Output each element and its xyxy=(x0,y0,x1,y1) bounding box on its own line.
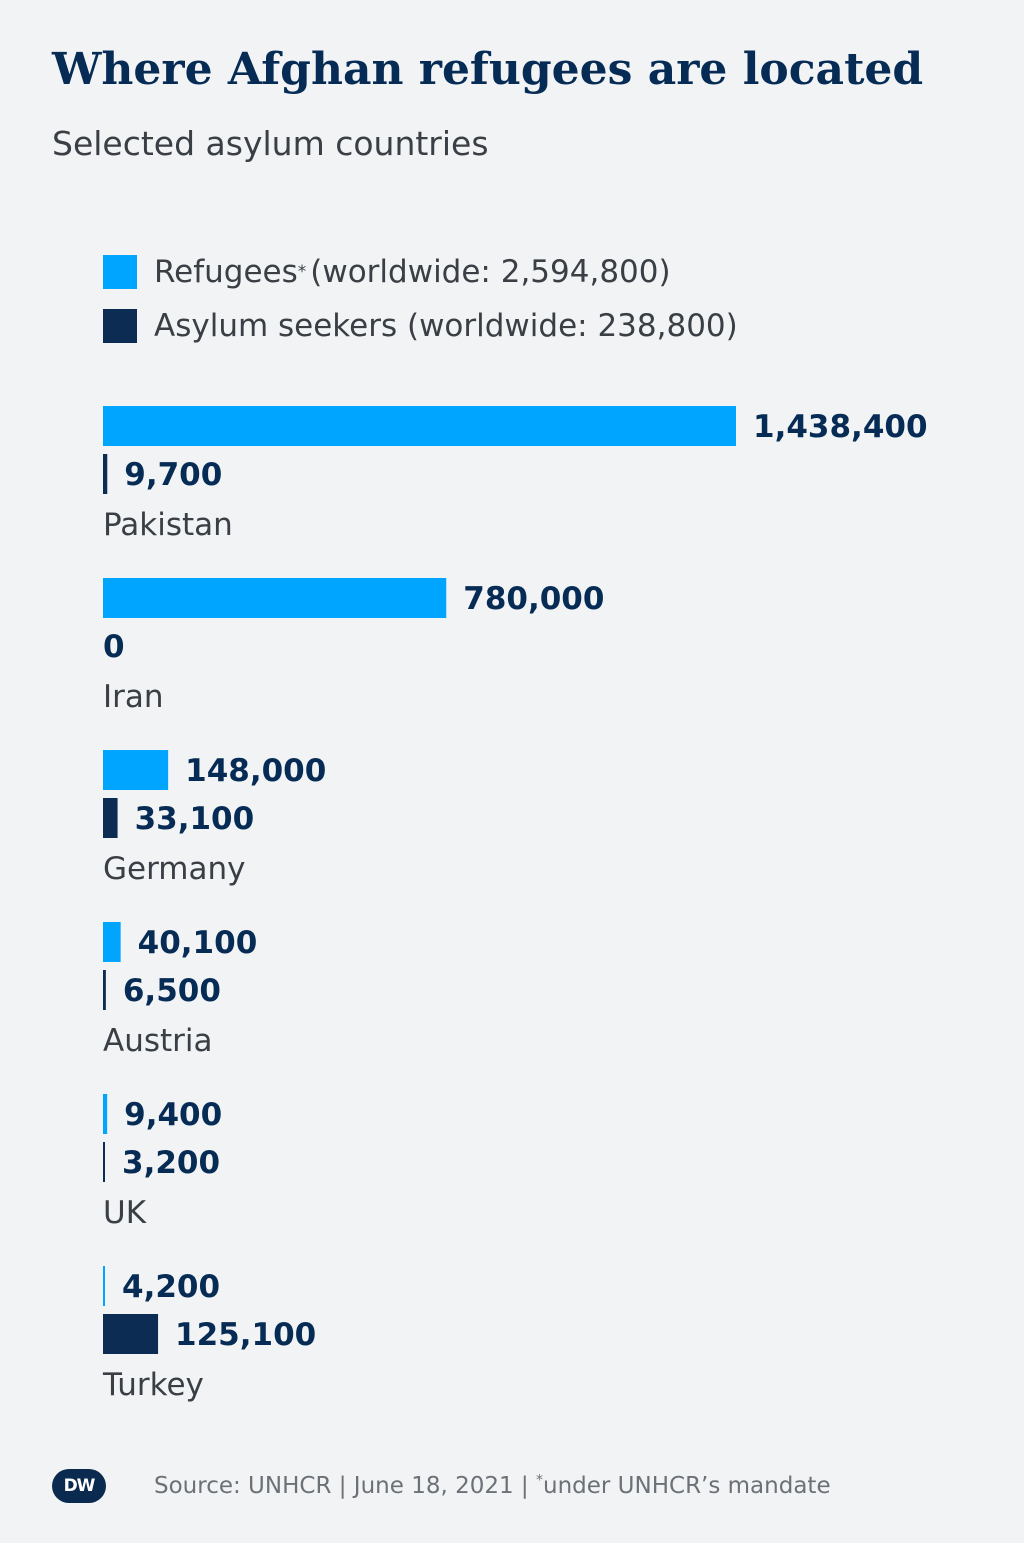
category-label-pakistan: Pakistan xyxy=(103,507,233,543)
source-footnote-text: under UNHCR’s mandate xyxy=(543,1473,831,1499)
legend-swatch-asylum-seekers xyxy=(103,309,137,343)
legend-swatch-refugees xyxy=(103,255,137,289)
bar-asylum-seekers-uk xyxy=(103,1142,105,1182)
value-label-asylum-seekers-pakistan: 9,700 xyxy=(124,457,222,493)
legend: Refugees * (worldwide: 2,594,800) Asylum s… xyxy=(103,252,738,360)
source-text: Source: UNHCR | June 18, 2021 | xyxy=(154,1473,536,1499)
category-label-iran: Iran xyxy=(103,679,164,715)
legend-label-refugees: Refugees xyxy=(154,254,298,290)
category-label-austria: Austria xyxy=(103,1023,213,1059)
legend-item-refugees: Refugees * (worldwide: 2,594,800) xyxy=(103,252,738,292)
value-label-asylum-seekers-iran: 0 xyxy=(103,629,125,665)
value-label-asylum-seekers-turkey: 125,100 xyxy=(175,1317,316,1353)
bar-refugees-iran xyxy=(103,578,447,618)
source-footnote-marker: * xyxy=(536,1472,543,1489)
value-label-asylum-seekers-austria: 6,500 xyxy=(123,973,221,1009)
value-label-refugees-pakistan: 1,438,400 xyxy=(753,409,928,445)
category-label-germany: Germany xyxy=(103,851,245,887)
bar-refugees-turkey xyxy=(103,1266,105,1306)
category-label-uk: UK xyxy=(103,1195,147,1231)
bar-refugees-germany xyxy=(103,750,169,790)
footer: DW Source: UNHCR | June 18, 2021 | *unde… xyxy=(52,1466,831,1506)
legend-suffix-refugees: (worldwide: 2,594,800) xyxy=(310,254,671,290)
source-note: Source: UNHCR | June 18, 2021 | *under U… xyxy=(154,1473,831,1499)
bar-chart: 1,438,400 9,700 Pakistan 780,000 0 Iran 148,00… xyxy=(102,406,928,1403)
value-label-asylum-seekers-uk: 3,200 xyxy=(122,1145,220,1181)
value-label-asylum-seekers-germany: 33,100 xyxy=(135,801,255,837)
value-label-refugees-turkey: 4,200 xyxy=(122,1269,220,1305)
dw-logo: DW xyxy=(52,1469,106,1503)
value-label-refugees-austria: 40,100 xyxy=(138,925,258,961)
category-label-turkey: Turkey xyxy=(102,1367,204,1403)
chart-title: Where Afghan refugees are located xyxy=(52,44,924,95)
value-label-refugees-uk: 9,400 xyxy=(124,1097,222,1133)
bar-refugees-austria xyxy=(103,922,121,962)
bar-asylum-seekers-germany xyxy=(103,798,118,838)
bar-refugees-pakistan xyxy=(103,406,736,446)
legend-item-asylum-seekers: Asylum seekers (worldwide: 238,800) xyxy=(103,306,738,346)
chart-subtitle: Selected asylum countries xyxy=(52,124,489,163)
value-label-refugees-iran: 780,000 xyxy=(463,581,604,617)
bar-asylum-seekers-pakistan xyxy=(103,454,108,494)
bar-refugees-uk xyxy=(103,1094,108,1134)
bar-asylum-seekers-turkey xyxy=(103,1314,159,1354)
legend-label-asylum-seekers: Asylum seekers (worldwide: 238,800) xyxy=(154,308,738,344)
bar-asylum-seekers-austria xyxy=(103,970,106,1010)
value-label-refugees-germany: 148,000 xyxy=(185,753,326,789)
